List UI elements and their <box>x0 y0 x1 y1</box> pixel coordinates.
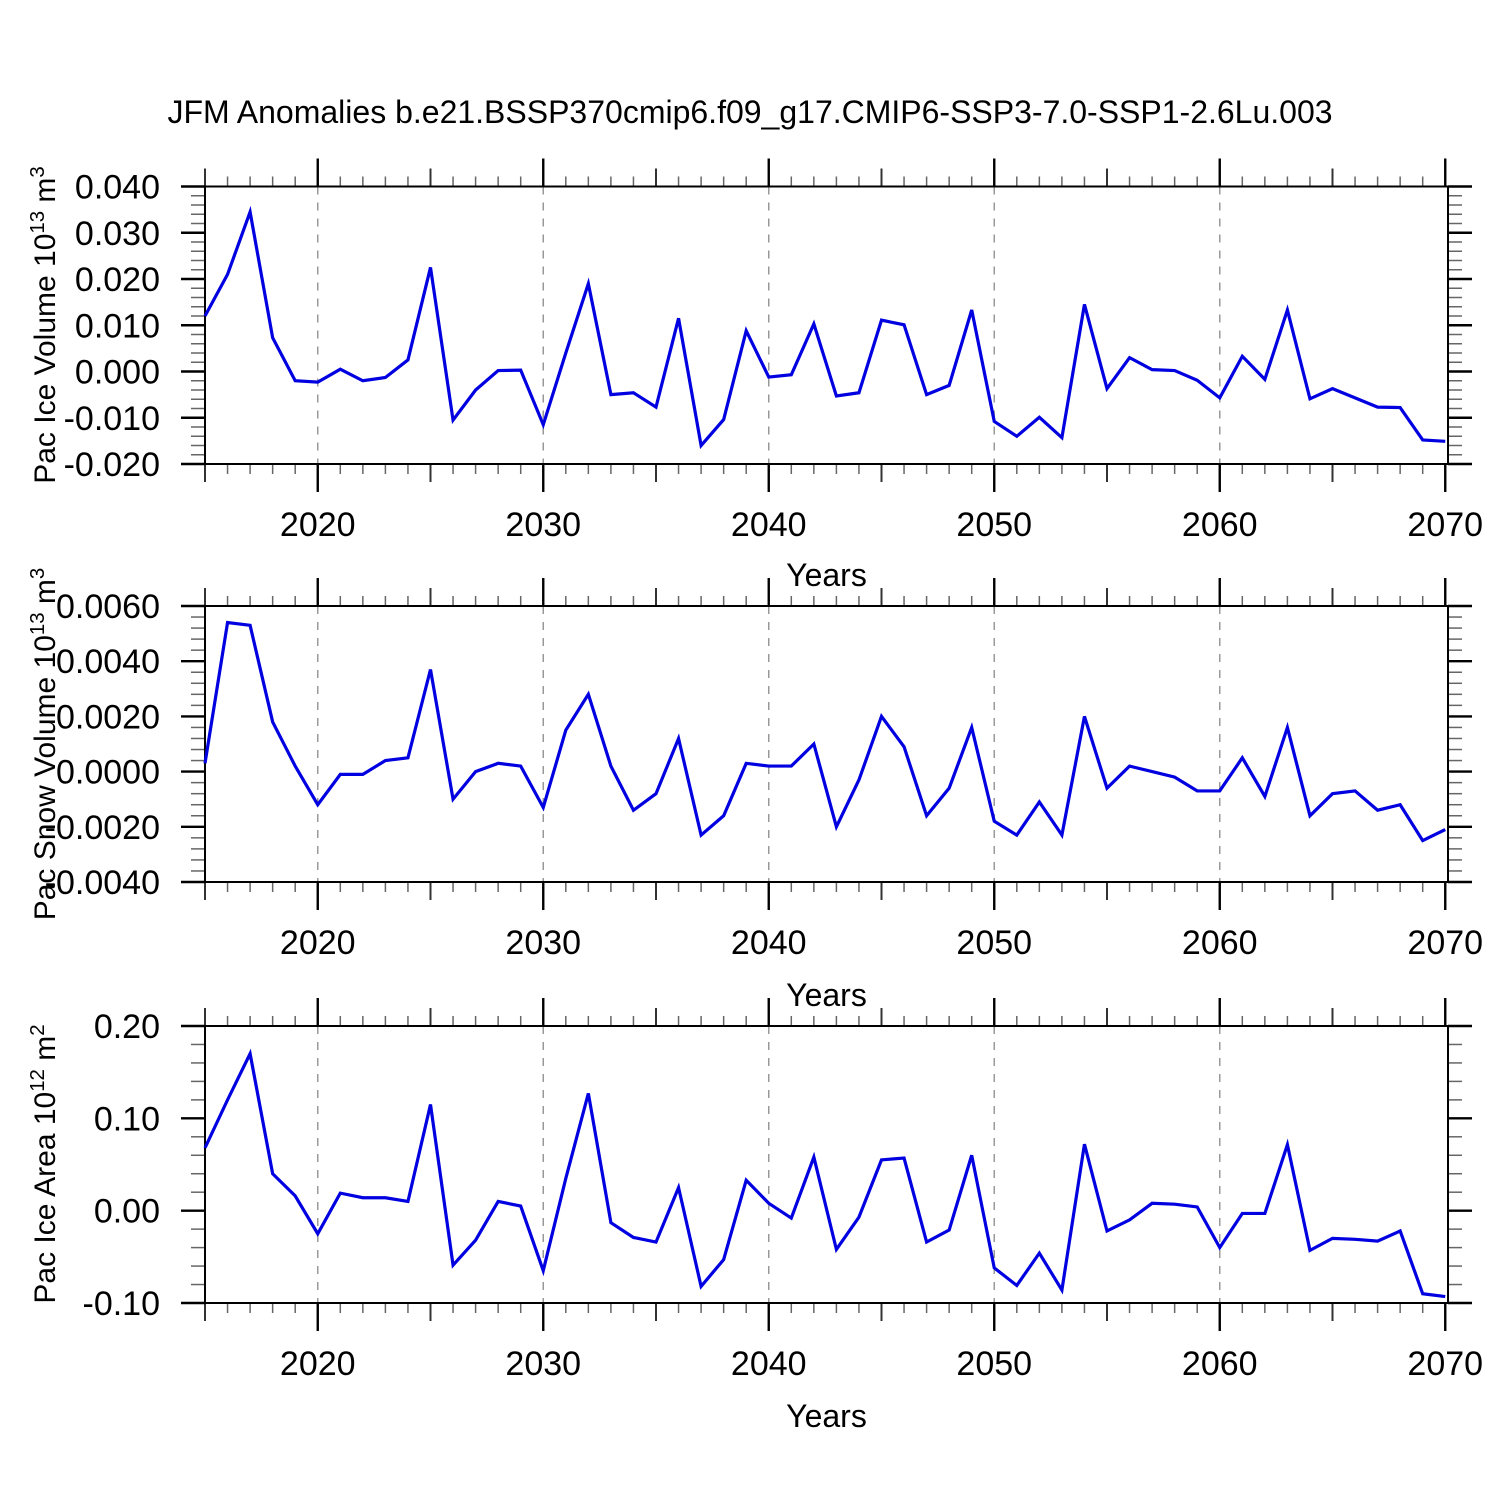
y-tick-label: 0.0040 <box>56 643 160 681</box>
y-tick-label: 0.030 <box>75 215 160 253</box>
y-tick-label: 0.00 <box>94 1193 160 1231</box>
x-tick-label: 2070 <box>1407 1345 1483 1383</box>
x-tick-label: 2030 <box>505 506 581 544</box>
pac-snow-volume-line <box>203 620 1446 843</box>
y-tick-label: 0.0020 <box>56 698 160 736</box>
x-tick-label: 2050 <box>956 1345 1032 1383</box>
x-tick-label: 2030 <box>505 1345 581 1383</box>
plot-frame <box>204 185 1449 465</box>
pac-ice-volume-line <box>203 205 1446 450</box>
y-tick-label: 0.0000 <box>56 754 160 792</box>
x-tick-label: 2060 <box>1182 924 1258 962</box>
y-tick-label: -0.010 <box>64 400 160 438</box>
x-tick-label: 2030 <box>505 924 581 962</box>
y-tick-label: -0.0040 <box>45 864 160 902</box>
plot-frame <box>204 1025 1449 1304</box>
y-tick-label: 0.010 <box>75 307 160 345</box>
y-tick-label: 0.20 <box>94 1008 160 1046</box>
x-axis-title: Years <box>786 1398 867 1434</box>
y-tick-label: 0.0060 <box>56 588 160 626</box>
pac-ice-area-line <box>203 1048 1446 1299</box>
y-tick-label: -0.10 <box>83 1285 161 1323</box>
y-tick-label: 0.020 <box>75 261 160 299</box>
plot-frame <box>204 605 1449 883</box>
y-tick-label: -0.0020 <box>45 809 160 847</box>
x-tick-label: 2020 <box>280 1345 356 1383</box>
x-axis-title: Years <box>786 557 867 593</box>
x-tick-label: 2040 <box>731 924 807 962</box>
x-tick-label: 2060 <box>1182 506 1258 544</box>
x-tick-label: 2040 <box>731 506 807 544</box>
y-tick-label: 0.040 <box>75 169 160 207</box>
pac-snow-volume-plot: 0.0060 0.0040 0.0020 0.0000 -0.0020 -0.0040 20… <box>45 578 1483 962</box>
pac-ice-volume-plot: 0.040 0.030 0.020 0.010 0.000 -0.010 -0.020 202… <box>64 158 1483 544</box>
x-tick-label: 2020 <box>280 924 356 962</box>
x-tick-label: 2050 <box>956 506 1032 544</box>
y-tick-label: 0.10 <box>94 1100 160 1138</box>
y-tick-label: 0.000 <box>75 354 160 392</box>
x-tick-label: 2060 <box>1182 1345 1258 1383</box>
x-tick-label: 2070 <box>1407 924 1483 962</box>
x-tick-label: 2020 <box>280 506 356 544</box>
x-tick-label: 2050 <box>956 924 1032 962</box>
x-tick-label: 2040 <box>731 1345 807 1383</box>
x-tick-label: 2070 <box>1407 506 1483 544</box>
x-axis-title: Years <box>786 977 867 1013</box>
chart-title: JFM Anomalies b.e21.BSSP370cmip6.f09_g17… <box>167 94 1333 130</box>
y-tick-label: -0.020 <box>64 446 160 484</box>
pac-ice-area-plot: 0.20 0.10 0.00 -0.10 2020 2030 2040 2050 2060 207… <box>83 998 1483 1383</box>
